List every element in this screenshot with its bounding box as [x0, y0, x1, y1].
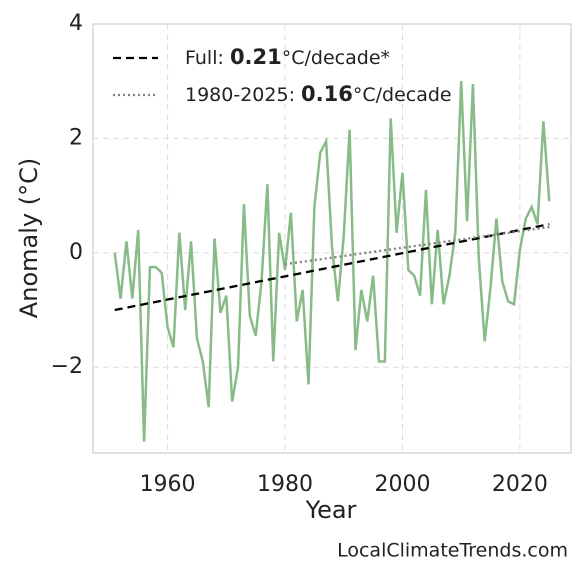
x-tick-label: 1980: [257, 472, 313, 497]
source-label: LocalClimateTrends.com: [337, 540, 568, 562]
x-tick-label: 1960: [140, 472, 196, 497]
legend-label: Full: 0.21°C/decade*: [185, 45, 390, 69]
x-axis-label: Year: [305, 496, 357, 524]
y-axis-label: Anomaly (°C): [15, 158, 43, 318]
series-line: [284, 225, 550, 266]
x-tick-label: 2000: [374, 472, 430, 497]
plot-frame: [92, 23, 572, 454]
y-tick-label: 2: [69, 125, 83, 150]
legend-label: 1980-2025: 0.16°C/decade: [185, 82, 452, 106]
y-tick-label: 4: [69, 11, 83, 36]
x-tick-label: 2020: [492, 472, 548, 497]
y-tick-label: −2: [51, 354, 83, 379]
y-tick-label: 0: [69, 240, 83, 265]
series-line: [114, 223, 550, 312]
series-line: [113, 81, 551, 442]
